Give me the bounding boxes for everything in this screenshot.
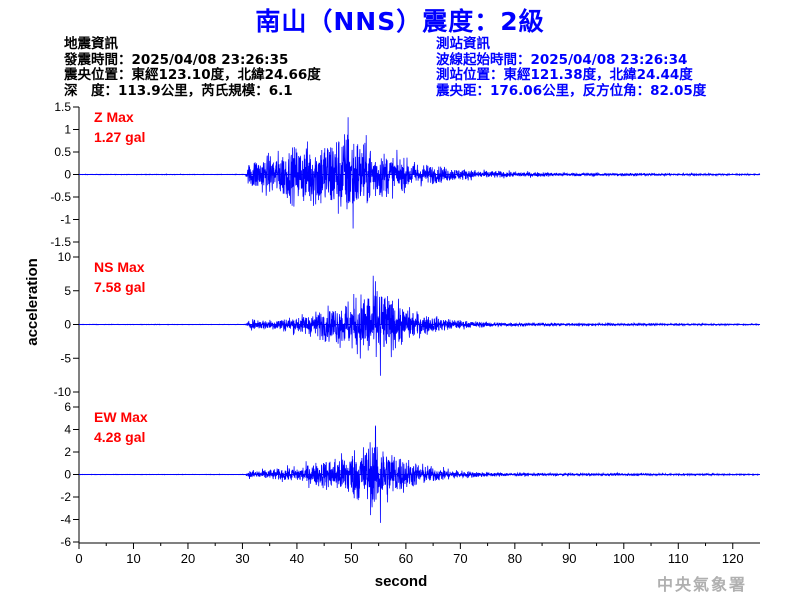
y-tick-label: 0 [64,318,71,332]
x-tick-label: 120 [722,551,744,566]
x-tick-label: 50 [344,551,358,566]
x-tick-label: 90 [562,551,576,566]
quake-info-heading: 地震資訊 [64,36,118,52]
y-tick-label: 1.5 [54,100,71,114]
y-tick-label: -6 [60,535,71,549]
station-distance-azimuth: 震央距：176.06公里，反方位角：82.05度 [436,82,707,99]
quake-info: 地震資訊 發震時間：2025/04/08 23:26:35 震央位置：東經123… [64,36,321,99]
station-location: 測站位置：東經121.38度，北緯24.44度 [436,67,693,83]
x-tick-label: 100 [613,551,635,566]
y-tick-label: 4 [64,423,71,437]
y-tick-label: 2 [64,445,71,459]
y-tick-label: 1 [64,123,71,137]
y-tick-label: 0.5 [54,145,71,159]
x-tick-label: 10 [126,551,140,566]
x-tick-label: 60 [399,551,413,566]
x-tick-label: 0 [75,551,82,566]
station-start-time: 波線起始時間：2025/04/08 23:26:34 [436,51,688,68]
max-value-ew: 4.28 gal [94,429,145,445]
y-tick-label: -5 [60,351,71,365]
quake-origin-time: 發震時間：2025/04/08 23:26:35 [64,51,289,68]
y-tick-label: 0 [64,468,71,482]
x-tick-label: 30 [235,551,249,566]
max-label-z: Z Max [94,109,134,125]
y-tick-label: -2 [60,490,71,504]
trace-ns [78,275,761,376]
y-tick-label: 0 [64,168,71,182]
quake-epicenter: 震央位置：東經123.10度，北緯24.66度 [64,67,321,83]
trace-z [79,117,761,229]
max-value-ns: 7.58 gal [94,279,145,295]
max-label-ew: EW Max [94,409,148,425]
y-tick-label: 5 [64,284,71,298]
y-tick-label: -10 [54,385,72,399]
y-tick-label: -1.5 [50,235,71,249]
y-tick-label: -4 [60,513,71,527]
station-info: 測站資訊 波線起始時間：2025/04/08 23:26:34 測站位置：東經1… [436,36,707,99]
page-title: 南山（NNS）震度：2級 [255,7,545,36]
watermark: 中央氣象署 [657,575,748,594]
x-tick-label: 80 [508,551,522,566]
y-tick-label: 10 [58,250,72,264]
quake-depth-magnitude: 深 度：113.9公里，芮氏規模：6.1 [64,82,293,99]
station-info-heading: 測站資訊 [436,36,490,52]
y-tick-label: 6 [64,400,71,414]
x-axis-label: second [375,573,428,590]
x-tick-label: 70 [453,551,467,566]
x-tick-label: 20 [181,551,195,566]
max-value-z: 1.27 gal [94,129,145,145]
x-tick-label: 40 [290,551,304,566]
x-tick-label: 110 [668,551,689,566]
max-label-ns: NS Max [94,259,145,275]
y-axis-label: acceleration [24,258,41,346]
y-tick-label: -0.5 [50,190,71,204]
y-tick-label: -1 [60,213,71,227]
